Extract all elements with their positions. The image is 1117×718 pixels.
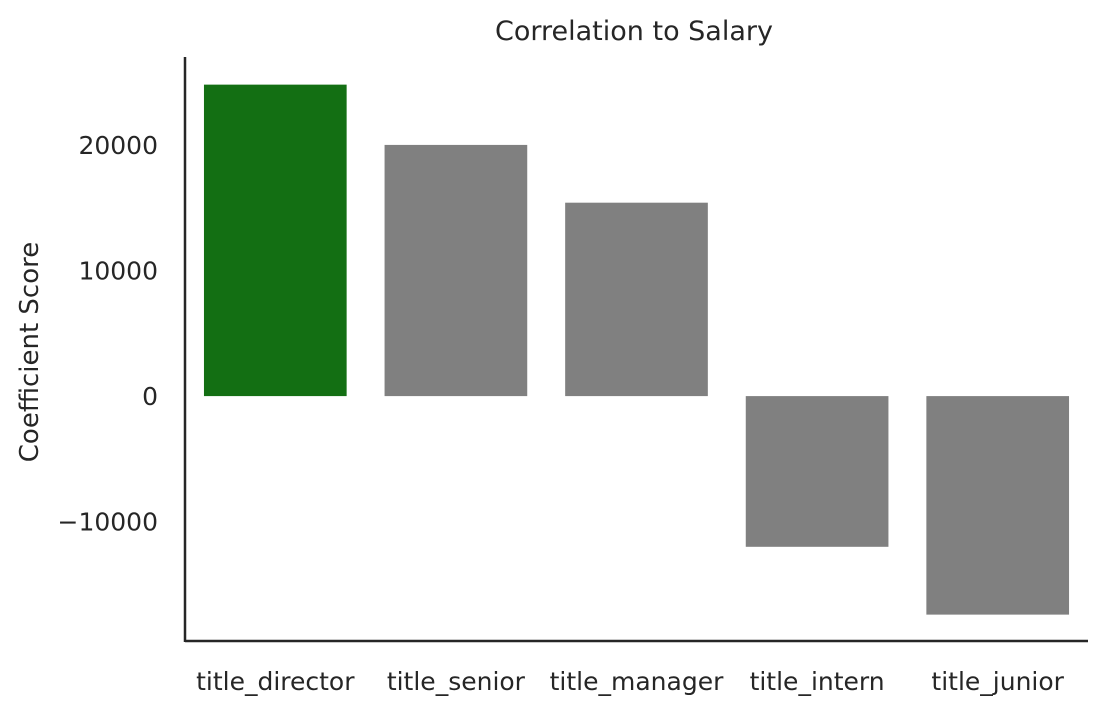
- chart-title: Correlation to Salary: [495, 16, 773, 47]
- y-axis-ticks: 20000 10000 0 −10000: [58, 131, 158, 537]
- bars: [203, 84, 1070, 615]
- x-axis-ticks: title_director title_senior title_manager t…: [196, 667, 1065, 696]
- bar-title-junior: [926, 396, 1070, 615]
- y-axis-label: Coefficient Score: [15, 242, 45, 462]
- x-tick-label: title_senior: [387, 667, 526, 696]
- y-tick-label: 10000: [78, 257, 158, 286]
- x-tick-label: title_intern: [750, 667, 885, 696]
- y-tick-label: −10000: [58, 508, 158, 537]
- y-tick-label: 0: [142, 382, 158, 411]
- bar-title-intern: [745, 396, 889, 547]
- bar-title-manager: [565, 202, 708, 397]
- y-tick-label: 20000: [78, 131, 158, 160]
- x-tick-label: title_manager: [550, 667, 724, 696]
- bar-title-director: [203, 84, 347, 397]
- x-tick-label: title_junior: [931, 667, 1064, 696]
- x-tick-label: title_director: [196, 667, 355, 696]
- bar-title-senior: [384, 144, 528, 397]
